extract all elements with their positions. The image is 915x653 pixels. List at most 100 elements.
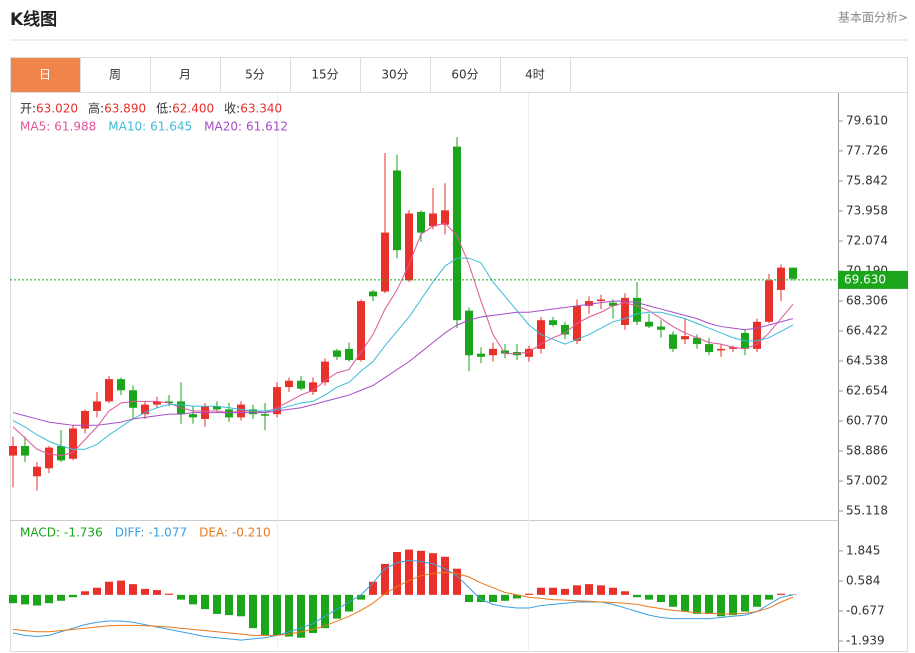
y-tick-label: 0.584 xyxy=(846,573,880,587)
candle-body xyxy=(369,291,377,297)
candle-body xyxy=(189,414,197,418)
macd-bar xyxy=(81,591,89,595)
candle-body xyxy=(645,321,653,327)
candle-body xyxy=(561,324,569,335)
y-tick-label: 1.845 xyxy=(846,543,880,557)
candle-body xyxy=(585,301,593,306)
macd-bar xyxy=(777,593,785,595)
macd-bar xyxy=(177,594,185,600)
info-value: 63.890 xyxy=(104,102,146,116)
tab-label[interactable]: 日 xyxy=(39,68,51,82)
legend-label: MA20: xyxy=(204,120,242,134)
y-tick-label: 55.118 xyxy=(846,504,888,518)
macd-bar xyxy=(537,587,545,595)
macd-bar xyxy=(693,594,701,614)
macd-bar xyxy=(393,552,401,595)
macd-bar xyxy=(453,568,461,595)
candle-body xyxy=(117,379,125,391)
legend-label: DIFF: xyxy=(115,526,145,540)
tab[interactable] xyxy=(430,57,501,93)
tab[interactable] xyxy=(10,57,81,93)
candle-body xyxy=(21,446,29,456)
info-label: 收: xyxy=(224,102,240,116)
macd-bar xyxy=(489,594,497,602)
macd-bar xyxy=(573,585,581,595)
macd-bar xyxy=(369,581,377,595)
y-tick-label: 57.002 xyxy=(846,474,888,488)
macd-bar xyxy=(561,588,569,595)
last-price-label: 69.630 xyxy=(844,272,886,286)
candle-body xyxy=(609,302,617,306)
macd-bar xyxy=(201,594,209,610)
candle-body xyxy=(477,353,485,357)
candle-body xyxy=(429,213,437,227)
tab-label[interactable]: 60分 xyxy=(451,68,478,82)
ma-line xyxy=(12,222,794,457)
y-tick-label: 60.770 xyxy=(846,414,888,428)
candle-body xyxy=(525,348,533,357)
macd-bar xyxy=(381,563,389,595)
macd-bar xyxy=(633,594,641,598)
y-tick-label: -0.677 xyxy=(846,603,885,617)
ma-line xyxy=(12,300,794,426)
tab-label[interactable]: 月 xyxy=(179,68,191,82)
macd-bar xyxy=(417,550,425,595)
macd-bar xyxy=(141,588,149,595)
macd-bar xyxy=(9,594,17,604)
candle-body xyxy=(417,211,425,233)
candle-body xyxy=(717,348,725,351)
macd-bar xyxy=(249,594,257,629)
info-label: 低: xyxy=(156,102,172,116)
tab[interactable] xyxy=(290,57,361,93)
legend-value: 61.988 xyxy=(54,120,96,134)
candle-body xyxy=(393,170,401,251)
legend-value: -1.077 xyxy=(148,526,187,540)
info-value: 63.020 xyxy=(36,102,78,116)
tab[interactable] xyxy=(500,57,571,93)
macd-bar xyxy=(45,594,53,604)
candle-body xyxy=(489,348,497,356)
legend-value: 61.645 xyxy=(150,120,192,134)
tab-label[interactable]: 4时 xyxy=(525,68,545,82)
macd-bar xyxy=(585,584,593,595)
macd-bar xyxy=(105,581,113,595)
macd-bar xyxy=(333,594,341,619)
tab[interactable] xyxy=(220,57,291,93)
macd-bar xyxy=(321,594,329,629)
macd-bar xyxy=(225,594,233,616)
candle-body xyxy=(621,297,629,325)
macd-bar xyxy=(405,549,413,595)
candle-body xyxy=(669,334,677,349)
candle-body xyxy=(549,320,557,325)
macd-bar xyxy=(153,590,161,595)
candle-body xyxy=(225,409,233,418)
candle-body xyxy=(681,336,689,340)
legend-label: MA5: xyxy=(20,120,50,134)
candle-body xyxy=(597,299,605,302)
fundamental-link[interactable]: 基本面分析> xyxy=(838,11,908,25)
tab-label[interactable]: 周 xyxy=(109,68,121,82)
legend-label: MA10: xyxy=(108,120,146,134)
macd-bar xyxy=(117,580,125,595)
tab-label[interactable]: 5分 xyxy=(245,68,265,82)
macd-bar xyxy=(621,591,629,595)
tab[interactable] xyxy=(360,57,431,93)
macd-bar xyxy=(165,593,173,595)
macd-bar xyxy=(753,594,761,607)
tab-label[interactable]: 15分 xyxy=(311,68,338,82)
candle-body xyxy=(345,348,353,361)
tab-label[interactable]: 30分 xyxy=(381,68,408,82)
macd-bar xyxy=(213,594,221,614)
y-tick-label: 64.538 xyxy=(846,353,888,367)
candle-body xyxy=(321,361,329,383)
candle-body xyxy=(441,210,449,225)
macd-bar xyxy=(345,594,353,612)
macd-bar xyxy=(309,594,317,633)
candle-body xyxy=(69,428,77,459)
macd-bar xyxy=(645,594,653,600)
candle-body xyxy=(657,326,665,330)
legend-label: DEA: xyxy=(199,526,228,540)
candle-body xyxy=(261,414,269,416)
macd-bar xyxy=(465,594,473,602)
